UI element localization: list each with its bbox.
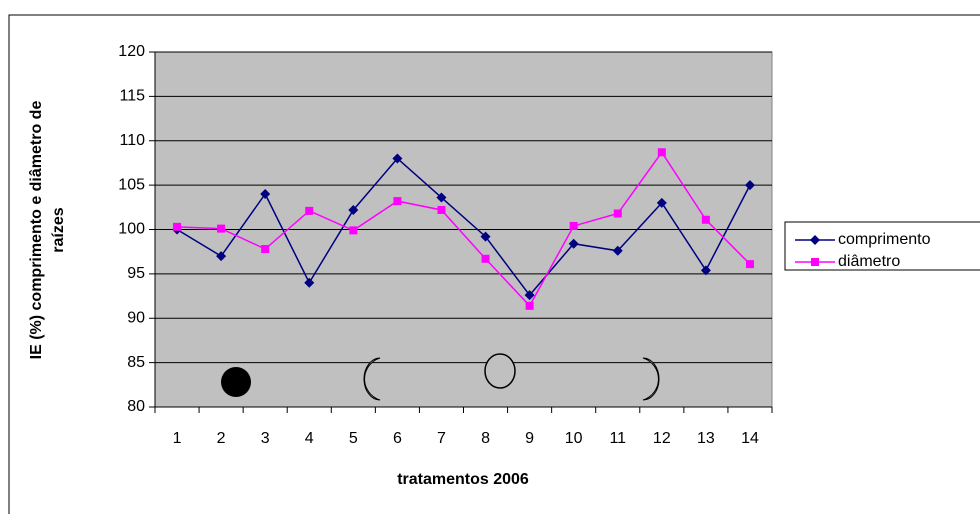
y-tick-label: 105 xyxy=(118,176,145,193)
x-tick-label: 4 xyxy=(305,430,314,447)
y-tick-label: 120 xyxy=(118,43,145,60)
data-point xyxy=(568,238,579,249)
series-line xyxy=(177,150,751,308)
data-point xyxy=(349,226,358,235)
y-tick-label: 95 xyxy=(127,265,145,282)
data-point xyxy=(260,189,271,199)
x-tick-label: 8 xyxy=(481,430,490,447)
moon-crescent xyxy=(642,357,660,401)
y-tick-label: 115 xyxy=(119,88,145,105)
x-tick-label: 13 xyxy=(697,430,715,447)
x-tick-label: 1 xyxy=(173,430,182,447)
data-point xyxy=(700,265,711,276)
series-line xyxy=(176,157,751,297)
x-tick-label: 2 xyxy=(217,430,226,447)
data-point xyxy=(348,204,359,215)
data-point xyxy=(261,245,270,254)
data-point xyxy=(217,224,226,233)
data-point xyxy=(613,209,622,218)
data-point xyxy=(393,197,402,206)
data-point xyxy=(612,245,623,256)
x-tick-label: 5 xyxy=(349,430,358,447)
moon-full xyxy=(484,353,516,389)
data-point xyxy=(216,251,227,262)
data-point xyxy=(480,231,491,242)
x-axis-label: tratamentos 2006 xyxy=(397,471,529,488)
data-point xyxy=(173,222,182,231)
data-point xyxy=(701,215,710,224)
y-tick-label: 80 xyxy=(127,398,145,415)
y-axis-label: IE (%) comprimento e diâmetro de raízes xyxy=(28,101,67,360)
x-tick-label: 12 xyxy=(653,430,671,447)
data-point xyxy=(481,254,490,263)
x-tick-label: 6 xyxy=(393,430,402,447)
data-point xyxy=(744,180,755,191)
data-point xyxy=(656,197,667,208)
data-point xyxy=(569,221,578,230)
y-tick-label: 90 xyxy=(127,309,145,326)
moon-new xyxy=(221,367,251,397)
y-tick-label: 100 xyxy=(118,221,145,238)
y-axis-label-line: raízes xyxy=(50,207,67,252)
data-point xyxy=(437,205,446,214)
data-point xyxy=(657,148,666,157)
x-tick-label: 7 xyxy=(437,430,446,447)
data-point xyxy=(305,206,314,215)
x-tick-label: 11 xyxy=(609,430,626,447)
x-tick-label: 14 xyxy=(741,430,759,447)
x-tick-label: 9 xyxy=(525,430,534,447)
data-point xyxy=(525,301,534,310)
y-tick-label: 85 xyxy=(127,354,145,371)
legend-label: comprimento xyxy=(838,231,931,248)
x-tick-label: 3 xyxy=(261,430,270,447)
data-point xyxy=(304,277,315,288)
data-point xyxy=(745,260,754,269)
moon-crescent xyxy=(363,357,381,401)
y-axis-label-line: IE (%) comprimento e diâmetro de xyxy=(28,101,45,360)
x-tick-label: 10 xyxy=(565,430,583,447)
legend-marker xyxy=(811,258,819,266)
legend-marker xyxy=(810,235,820,245)
data-point xyxy=(436,192,447,203)
y-tick-label: 110 xyxy=(119,132,145,149)
data-point xyxy=(392,153,403,164)
data-point xyxy=(524,290,535,301)
legend-label: diâmetro xyxy=(838,253,900,270)
